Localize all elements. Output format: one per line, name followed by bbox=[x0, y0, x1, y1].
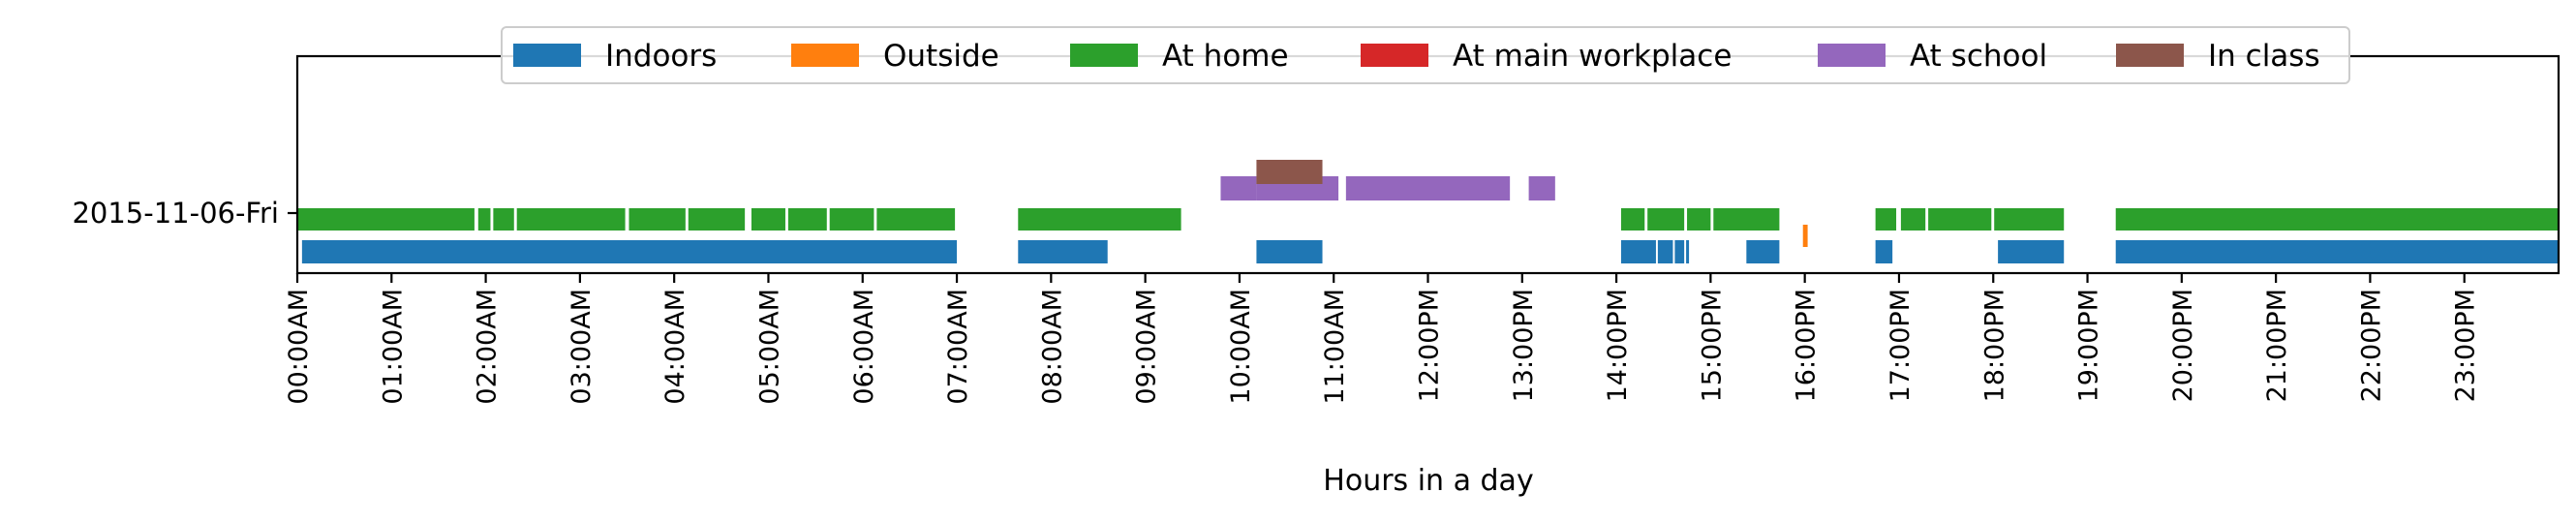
bar-indoors-10 bbox=[2115, 240, 2559, 263]
bar-at-home-17 bbox=[1928, 208, 1992, 231]
legend-label-outside: Outside bbox=[883, 39, 999, 74]
bar-in-class-0 bbox=[1256, 160, 1323, 184]
bar-at-home-4 bbox=[629, 208, 686, 231]
x-tick-label: 07:00AM bbox=[943, 289, 973, 405]
bar-outside-0 bbox=[1802, 225, 1808, 247]
x-axis-title: Hours in a day bbox=[1323, 464, 1533, 498]
bar-at-school-0 bbox=[1220, 176, 1257, 200]
legend-swatch-at-main-workplace bbox=[1361, 44, 1428, 67]
bar-at-home-14 bbox=[1713, 208, 1780, 231]
x-axis: 00:00AM 01:00AM 02:00AM 03:00AM 04:00AM 05:00… bbox=[284, 273, 2481, 405]
legend-label-indoors: Indoors bbox=[605, 39, 717, 74]
legend-swatch-in-class bbox=[2116, 44, 2184, 67]
bar-at-home-11 bbox=[1620, 208, 1645, 231]
bar-indoors-6 bbox=[1686, 240, 1690, 263]
x-tick-label: 01:00AM bbox=[378, 289, 408, 405]
x-tick-label: 09:00AM bbox=[1132, 289, 1162, 405]
bar-at-home-8 bbox=[829, 208, 874, 231]
legend-swatch-at-school bbox=[1818, 44, 1886, 67]
x-tick-label: 06:00AM bbox=[849, 289, 879, 405]
x-tick-label: 11:00AM bbox=[1320, 289, 1350, 405]
x-tick-label: 17:00PM bbox=[1886, 289, 1916, 402]
bar-indoors-1 bbox=[1018, 240, 1108, 263]
legend-label-at-school: At school bbox=[1910, 39, 2047, 74]
bar-at-home-6 bbox=[751, 208, 785, 231]
bar-at-home-0 bbox=[297, 208, 475, 231]
bar-at-school-3 bbox=[1528, 176, 1555, 200]
x-tick-label: 22:00PM bbox=[2356, 289, 2386, 402]
x-tick-label: 02:00AM bbox=[473, 289, 503, 405]
x-tick-label: 23:00PM bbox=[2451, 289, 2481, 402]
legend-label-in-class: In class bbox=[2208, 39, 2320, 74]
bar-indoors-7 bbox=[1746, 240, 1780, 263]
bar-at-home-7 bbox=[787, 208, 827, 231]
bar-at-home-10 bbox=[1018, 208, 1181, 231]
x-tick-label: 18:00PM bbox=[1979, 289, 2009, 402]
bar-at-home-5 bbox=[688, 208, 746, 231]
bar-at-home-19 bbox=[2115, 208, 2559, 231]
x-tick-label: 05:00AM bbox=[754, 289, 784, 405]
y-axis: 2015-11-06-Fri bbox=[72, 197, 297, 230]
x-tick-label: 10:00AM bbox=[1226, 289, 1256, 405]
bar-at-home-16 bbox=[1900, 208, 1926, 231]
x-tick-label: 21:00PM bbox=[2262, 289, 2292, 402]
bar-indoors-5 bbox=[1674, 240, 1685, 263]
bar-indoors-4 bbox=[1657, 240, 1673, 263]
bar-indoors-2 bbox=[1256, 240, 1323, 263]
x-tick-label: 03:00AM bbox=[567, 289, 597, 405]
bar-at-home-1 bbox=[477, 208, 491, 231]
bar-at-school-2 bbox=[1345, 176, 1511, 200]
legend-label-at-home: At home bbox=[1162, 39, 1289, 74]
x-tick-label: 16:00PM bbox=[1792, 289, 1822, 402]
bar-indoors-8 bbox=[1875, 240, 1893, 263]
bar-at-home-2 bbox=[493, 208, 514, 231]
bar-indoors-3 bbox=[1620, 240, 1656, 263]
bar-at-home-15 bbox=[1875, 208, 1897, 231]
x-tick-label: 13:00PM bbox=[1509, 289, 1539, 402]
y-tick-label-row: 2015-11-06-Fri bbox=[72, 197, 279, 230]
x-tick-label: 00:00AM bbox=[284, 289, 314, 405]
legend-swatch-outside bbox=[791, 44, 859, 67]
legend-swatch-at-home bbox=[1070, 44, 1138, 67]
x-tick-label: 20:00PM bbox=[2168, 289, 2198, 402]
bar-at-home-9 bbox=[876, 208, 956, 231]
bar-indoors-9 bbox=[1998, 240, 2065, 263]
x-tick-label: 12:00PM bbox=[1415, 289, 1445, 402]
bar-indoors-0 bbox=[301, 240, 958, 263]
legend-label-at-main-workplace: At main workplace bbox=[1453, 39, 1732, 74]
legend: Indoors Outside At home At main workplace At… bbox=[501, 26, 2350, 84]
bars-layer bbox=[297, 160, 2559, 263]
bar-at-home-3 bbox=[516, 208, 626, 231]
x-tick-label: 19:00PM bbox=[2074, 289, 2104, 402]
x-tick-label: 08:00AM bbox=[1037, 289, 1067, 405]
bar-at-home-13 bbox=[1687, 208, 1711, 231]
legend-swatch-indoors bbox=[513, 44, 581, 67]
x-tick-label: 14:00PM bbox=[1603, 289, 1633, 402]
x-tick-label: 04:00AM bbox=[660, 289, 690, 405]
x-tick-label: 15:00PM bbox=[1697, 289, 1727, 402]
bar-at-home-18 bbox=[1994, 208, 2065, 231]
bar-at-home-12 bbox=[1647, 208, 1685, 231]
